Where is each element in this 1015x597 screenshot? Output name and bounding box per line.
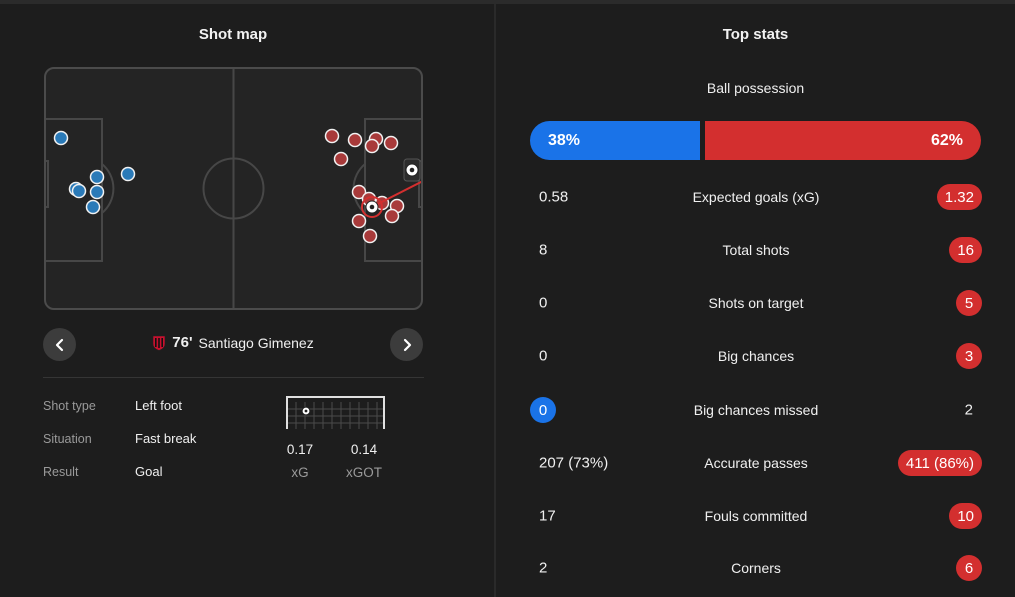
shot-marker-home [89, 184, 105, 200]
shot-map-title: Shot map [198, 26, 268, 43]
stat-label: Total shots [722, 242, 790, 258]
shot-marker-away [324, 128, 340, 144]
stat-label: Shots on target [708, 295, 804, 311]
stat-away-value: 2 [964, 401, 973, 419]
shot-marker-away [384, 208, 400, 224]
next-shot-button[interactable] [390, 328, 423, 361]
shot-marker-away [364, 138, 380, 154]
possession-home-bar: 38% [530, 121, 700, 160]
stat-home-value: 0 [539, 294, 548, 312]
stat-label: Fouls committed [704, 508, 808, 524]
shot-detail-divider [43, 377, 424, 378]
selected-shot-player: 76' Santiago Gimenez [0, 334, 466, 351]
shot-map-pitch[interactable] [44, 67, 423, 310]
shot-marker-away [362, 228, 378, 244]
shot-marker-away [351, 213, 367, 229]
shot-marker-away [333, 151, 349, 167]
stat-home-value: 207 (73%) [539, 454, 609, 472]
shot-marker-home [71, 183, 87, 199]
xg-label: xG [291, 465, 309, 480]
previous-shot-button[interactable] [43, 328, 76, 361]
shot-marker-away [383, 135, 399, 151]
chevron-left-icon [55, 338, 63, 351]
situation-label: Situation [43, 432, 92, 446]
stat-label: Accurate passes [704, 455, 808, 471]
stat-row-accurate-passes: 207 (73%) Accurate passes 411 (86%) [530, 449, 982, 477]
stat-home-value: 8 [539, 241, 548, 259]
possession-label: Ball possession [706, 80, 805, 96]
stat-row-big-chances: 0 Big chances 3 [530, 342, 982, 370]
possession-away-bar: 62% [705, 121, 981, 160]
stat-row-fouls: 17 Fouls committed 10 [530, 502, 982, 530]
xgot-value: 0.14 [350, 442, 378, 457]
shot-type-value: Left foot [135, 398, 182, 413]
selected-shot-ball-icon [365, 200, 379, 214]
pitch-drawing [46, 69, 421, 308]
stat-home-value: 17 [539, 507, 556, 525]
top-border [0, 0, 1015, 4]
stat-away-value: 1.32 [936, 184, 982, 210]
xg-value: 0.17 [286, 442, 314, 457]
stat-home-value: 2 [539, 559, 548, 577]
stat-away-value: 16 [949, 237, 982, 263]
stat-label: Big chances [717, 348, 795, 364]
possession-home-value: 38% [548, 131, 581, 149]
possession-away-value: 62% [930, 131, 963, 149]
stat-label: Corners [731, 560, 781, 576]
result-label: Result [43, 465, 79, 479]
top-stats-title: Top stats [722, 26, 789, 43]
stat-home-value: 0 [530, 397, 556, 423]
shot-marker-home [53, 130, 69, 146]
stat-label: Big chances missed [693, 402, 819, 418]
stat-away-value: 5 [956, 290, 982, 316]
chevron-right-icon [403, 338, 411, 351]
stat-label: Expected goals (xG) [692, 189, 820, 205]
home-shots [53, 130, 136, 215]
shot-marker-home [89, 169, 105, 185]
ac-milan-crest-icon [152, 335, 166, 351]
shot-player-name[interactable]: Santiago Gimenez [198, 334, 314, 351]
shot-type-label: Shot type [43, 399, 96, 413]
panel-divider [494, 4, 496, 597]
stat-row-total-shots: 8 Total shots 16 [530, 236, 982, 264]
stat-away-value: 411 (86%) [897, 450, 982, 476]
goal-frame-diagram [286, 396, 385, 429]
shot-marker-away [347, 132, 363, 148]
stat-away-value: 6 [956, 555, 982, 581]
stat-row-shots-on-target: 0 Shots on target 5 [530, 289, 982, 317]
stat-away-value: 3 [956, 343, 982, 369]
shot-placement-ball-icon [301, 406, 311, 416]
stat-away-value: 10 [949, 503, 982, 529]
stat-home-value: 0 [539, 347, 548, 365]
xgot-label: xGOT [346, 465, 382, 480]
stat-home-value: 0.58 [539, 188, 569, 206]
situation-value: Fast break [135, 431, 197, 446]
shot-marker-away [351, 184, 367, 200]
shot-marker-home [85, 199, 101, 215]
goal-ball-icon [405, 163, 419, 177]
stat-row-corners: 2 Corners 6 [530, 554, 982, 582]
shot-minute: 76' [172, 334, 193, 351]
shot-marker-home [120, 166, 136, 182]
result-value: Goal [135, 464, 163, 479]
stat-row-big-chances-missed: 0 Big chances missed 2 [530, 396, 982, 424]
stat-row-xg: 0.58 Expected goals (xG) 1.32 [530, 183, 982, 211]
